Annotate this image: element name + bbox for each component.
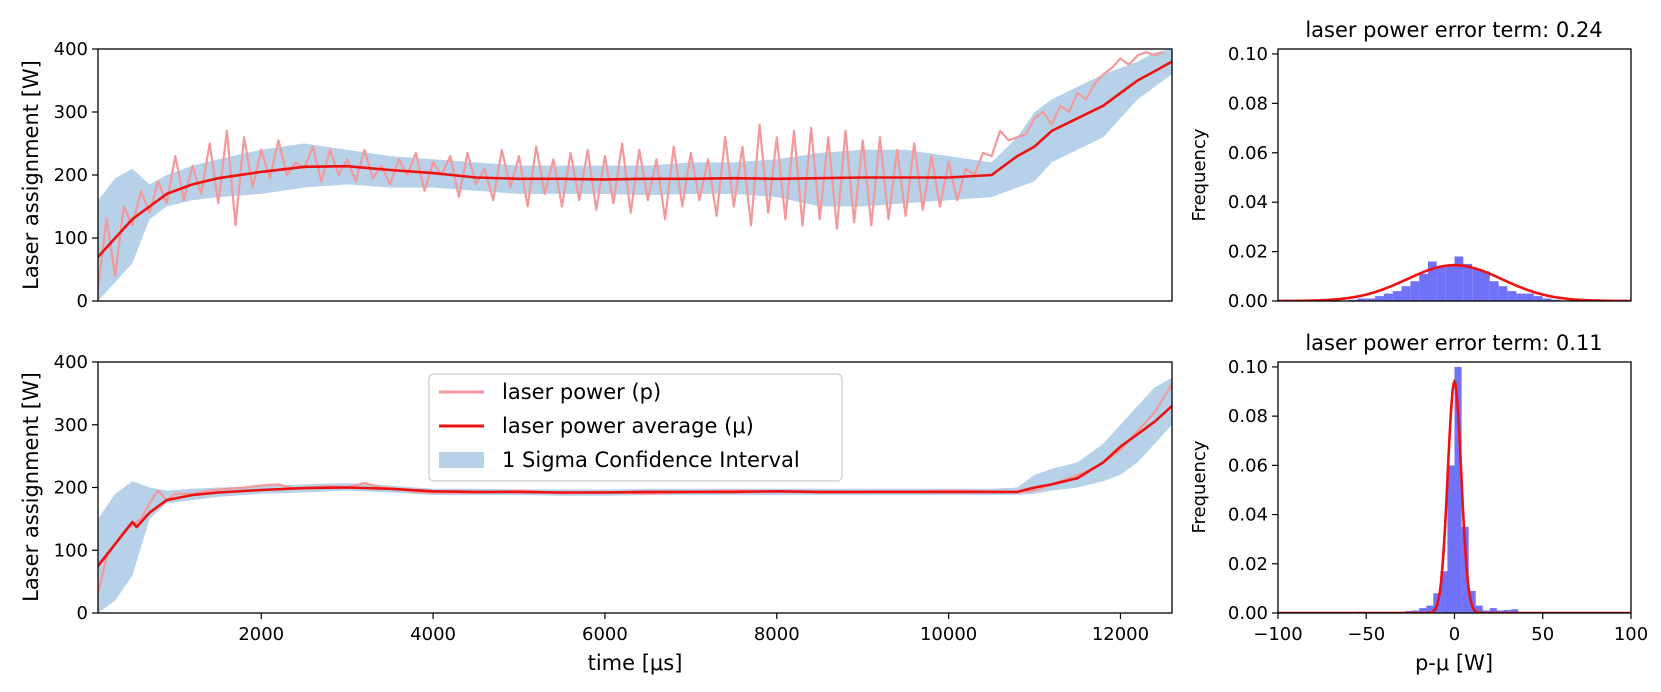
histogram-bar bbox=[1419, 608, 1427, 613]
chart-title: laser power error term: 0.11 bbox=[1305, 331, 1602, 355]
histogram-bar bbox=[1410, 281, 1420, 301]
y-tick-label: 300 bbox=[54, 102, 88, 123]
y-tick-label: 0.06 bbox=[1228, 143, 1268, 164]
y-tick-label: 200 bbox=[54, 478, 88, 499]
histogram-bar bbox=[1472, 268, 1481, 301]
chart-top-timeseries: 0 100 200 300 400 Laser assignment [W] bbox=[19, 39, 1173, 312]
histogram-bar bbox=[1533, 296, 1543, 301]
normal-fit-curve bbox=[1278, 378, 1631, 613]
x-tick-label: 4000 bbox=[410, 624, 456, 645]
histogram-bar bbox=[1489, 281, 1499, 301]
y-axis-label: Frequency bbox=[1189, 128, 1210, 221]
legend: laser power (p) laser power average (μ) … bbox=[428, 373, 843, 482]
histogram-bar bbox=[1489, 608, 1497, 613]
legend-label-confidence-interval: 1 Sigma Confidence Interval bbox=[502, 448, 800, 472]
histogram-bar bbox=[1419, 273, 1428, 301]
histogram-bar bbox=[1426, 605, 1434, 613]
x-tick-label: 2000 bbox=[238, 624, 284, 645]
histogram-bar bbox=[1511, 609, 1519, 613]
y-tick-label: 0 bbox=[77, 603, 88, 624]
y-tick-label: 0.02 bbox=[1228, 242, 1268, 263]
y-tick-label: 0.04 bbox=[1228, 505, 1268, 526]
x-tick-label: 0 bbox=[1449, 624, 1460, 645]
chart-bottom-timeseries: 0 100 200 300 400 2000 4000 6000 8000 10000 12000… bbox=[19, 352, 1173, 675]
histogram-bar bbox=[1507, 291, 1517, 301]
histogram-bar bbox=[1542, 298, 1552, 301]
legend-label-laser-power-average: laser power average (μ) bbox=[502, 414, 754, 438]
normal-fit-curve bbox=[1278, 263, 1631, 301]
y-tick-label: 400 bbox=[54, 352, 88, 373]
chart-title: laser power error term: 0.24 bbox=[1305, 18, 1602, 42]
y-axis-label: Frequency bbox=[1189, 440, 1210, 533]
y-tick-label: 0.10 bbox=[1228, 357, 1268, 378]
y-tick-label: 200 bbox=[54, 165, 88, 186]
x-tick-label: −50 bbox=[1347, 624, 1385, 645]
series-laser-power-average-line bbox=[98, 60, 1172, 258]
legend-frame bbox=[428, 373, 843, 482]
y-tick-label: 400 bbox=[54, 39, 88, 60]
histogram-bar bbox=[1463, 263, 1473, 301]
chart-top-histogram: laser power error term: 0.24 0.00 0.02 0.0… bbox=[1189, 18, 1632, 312]
histogram-bar bbox=[1375, 296, 1384, 301]
histogram-bar bbox=[1447, 465, 1455, 613]
y-tick-label: 0.08 bbox=[1228, 93, 1268, 114]
y-axis-label: Laser assignment [W] bbox=[19, 60, 43, 290]
x-tick-label: 8000 bbox=[754, 624, 800, 645]
chart-bottom-histogram: laser power error term: 0.11 0.00 0.02 0.0… bbox=[1189, 331, 1648, 675]
histogram-bar bbox=[1516, 293, 1526, 301]
y-axis-label: Laser assignment [W] bbox=[19, 372, 43, 602]
histogram-bar bbox=[1366, 298, 1376, 301]
y-tick-label: 0.10 bbox=[1228, 44, 1268, 65]
y-tick-label: 0 bbox=[77, 291, 88, 312]
histogram-bar bbox=[1445, 266, 1455, 301]
histogram-bar bbox=[1401, 286, 1411, 301]
x-tick-label: 12000 bbox=[1092, 624, 1149, 645]
histogram-bar bbox=[1461, 526, 1469, 613]
y-tick-label: 0.06 bbox=[1228, 455, 1268, 476]
histogram-bar bbox=[1428, 261, 1437, 301]
histogram-bar bbox=[1357, 298, 1367, 301]
histogram-bar bbox=[1440, 571, 1448, 613]
histogram-bar bbox=[1475, 605, 1483, 613]
series-laser-power-line bbox=[98, 383, 1172, 595]
x-tick-label: 50 bbox=[1531, 624, 1554, 645]
x-tick-label: 100 bbox=[1614, 624, 1648, 645]
x-axis-label: p-μ [W] bbox=[1415, 651, 1493, 675]
histogram-bar bbox=[1481, 271, 1490, 301]
histogram-bar bbox=[1454, 256, 1464, 301]
histogram-bar bbox=[1436, 266, 1446, 301]
histogram-bar bbox=[1392, 291, 1402, 301]
histogram-bar bbox=[1454, 366, 1462, 613]
histogram-bar bbox=[1503, 610, 1511, 613]
y-tick-label: 0.08 bbox=[1228, 406, 1268, 427]
y-tick-label: 100 bbox=[54, 540, 88, 561]
histogram-bar bbox=[1383, 293, 1393, 301]
legend-swatch-confidence-interval bbox=[439, 452, 484, 468]
y-tick-label: 0.00 bbox=[1228, 603, 1268, 624]
plot-frame bbox=[1277, 48, 1632, 302]
legend-label-laser-power: laser power (p) bbox=[502, 380, 661, 404]
y-tick-label: 0.00 bbox=[1228, 291, 1268, 312]
y-tick-label: 100 bbox=[54, 228, 88, 249]
y-tick-label: 0.02 bbox=[1228, 554, 1268, 575]
x-tick-label: 6000 bbox=[582, 624, 628, 645]
y-tick-label: 300 bbox=[54, 415, 88, 436]
x-axis-label: time [μs] bbox=[588, 651, 683, 675]
series-laser-power-average-line bbox=[98, 404, 1172, 567]
series-laser-power-line bbox=[98, 51, 1164, 289]
y-tick-label: 0.04 bbox=[1228, 192, 1268, 213]
x-tick-label: −100 bbox=[1253, 624, 1302, 645]
x-tick-label: 10000 bbox=[920, 624, 977, 645]
histogram-bar bbox=[1525, 293, 1534, 301]
histogram-bar bbox=[1498, 286, 1508, 301]
